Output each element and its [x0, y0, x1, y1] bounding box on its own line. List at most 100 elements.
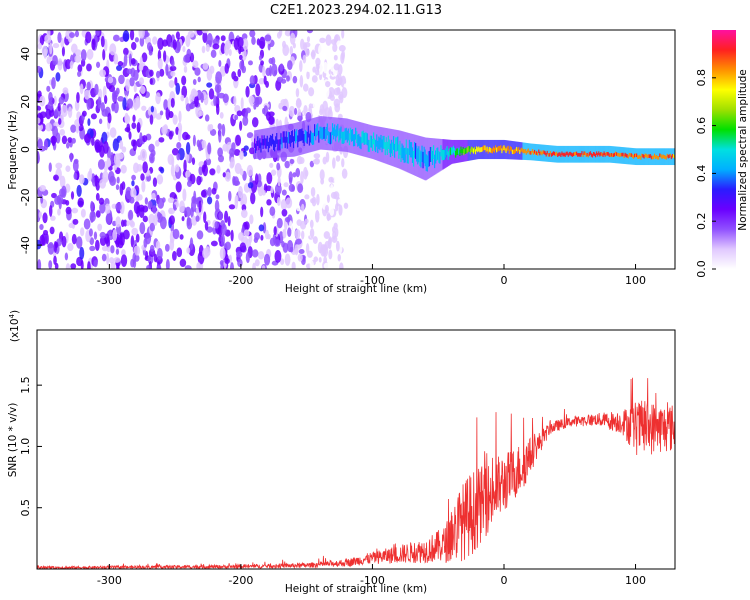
heatmap-cell	[548, 153, 551, 157]
heatmap-cell	[656, 154, 658, 159]
heatmap-cell	[475, 149, 477, 155]
heatmap-cell	[515, 148, 517, 153]
heatmap-cell	[274, 183, 282, 195]
heatmap-cell	[477, 147, 479, 153]
heatmap-cell	[219, 111, 224, 119]
heatmap-cell	[609, 153, 612, 157]
heatmap-cell	[312, 132, 315, 145]
heatmap-cell	[285, 131, 287, 143]
heatmap-cell	[246, 132, 254, 139]
heatmap-cell	[334, 227, 339, 238]
heatmap-cell	[57, 102, 61, 112]
heatmap-cell	[237, 258, 243, 268]
heatmap-cell	[274, 249, 282, 263]
heatmap-cell	[218, 211, 224, 221]
heatmap-cell	[146, 264, 151, 269]
heatmap-cell	[341, 131, 343, 144]
heatmap-cell	[149, 222, 155, 232]
heatmap-cell	[673, 155, 675, 159]
heatmap-cell	[249, 147, 255, 155]
heatmap-cell	[335, 129, 337, 142]
heatmap-cell	[62, 87, 69, 95]
heatmap-cell	[318, 62, 323, 75]
heatmap-cell	[102, 49, 106, 61]
heatmap-cell	[115, 202, 122, 211]
heatmap-cell	[156, 247, 163, 260]
heatmap-cell	[206, 196, 213, 205]
heatmap-cell	[222, 143, 229, 152]
heatmap-cell	[221, 223, 227, 236]
heatmap-cell	[531, 149, 534, 153]
x-tick-label: -200	[228, 274, 253, 287]
heatmap-cell	[270, 169, 277, 176]
heatmap-cell	[136, 163, 143, 172]
heatmap-cell	[327, 131, 330, 144]
heatmap-cell	[432, 145, 435, 160]
heatmap-cell	[230, 229, 234, 242]
heatmap-cell	[260, 234, 264, 241]
heatmap-cell	[242, 38, 249, 51]
heatmap-cell	[67, 137, 73, 143]
heatmap-cell	[316, 124, 318, 137]
heatmap-cell	[245, 85, 250, 98]
heatmap-cell	[547, 153, 550, 157]
heatmap-cell	[224, 63, 229, 74]
heatmap-cell	[466, 147, 468, 154]
heatmap-cell	[237, 46, 245, 53]
heatmap-cell	[294, 107, 298, 116]
heatmap-cell	[338, 45, 346, 52]
snr-frame	[36, 329, 676, 570]
heatmap-cell	[302, 255, 306, 262]
heatmap-cell	[604, 153, 606, 157]
heatmap-cell	[638, 155, 640, 160]
heatmap-cell	[518, 147, 520, 152]
heatmap-cell	[297, 183, 304, 194]
heatmap-cell	[234, 196, 239, 210]
heatmap-cell	[328, 176, 334, 183]
heatmap-cell	[216, 103, 220, 116]
heatmap-cell	[309, 219, 314, 229]
heatmap-cell	[121, 146, 127, 153]
heatmap-cell	[560, 153, 562, 158]
heatmap-cell	[89, 210, 96, 222]
heatmap-cell	[447, 151, 450, 160]
heatmap-cell	[61, 46, 65, 57]
colorbar-gradient	[712, 30, 736, 269]
heatmap-cell	[287, 60, 293, 71]
heatmap-cell	[480, 147, 482, 153]
heatmap-cell	[270, 135, 273, 147]
heatmap-cell	[301, 128, 303, 141]
heatmap-cell	[75, 236, 83, 249]
heatmap-cell	[95, 30, 100, 37]
heatmap-cell	[258, 78, 265, 85]
heatmap-cell	[278, 139, 280, 151]
heatmap-cell	[284, 136, 286, 149]
heatmap-cell	[230, 156, 235, 168]
heatmap-cell	[233, 180, 241, 186]
heatmap-cell	[338, 204, 343, 216]
snr-x-ticks: -300 -200 -100 0 100	[97, 564, 646, 587]
heatmap-cell	[646, 154, 648, 159]
heatmap-cell	[471, 147, 474, 153]
heatmap-cell	[442, 150, 444, 161]
heatmap-cell	[627, 154, 629, 159]
heatmap-cell	[57, 208, 61, 216]
heatmap-cell	[191, 157, 196, 166]
heatmap-cell	[644, 153, 646, 158]
heatmap-cell	[318, 257, 322, 263]
heatmap-cell	[113, 101, 119, 114]
heatmap-cell	[665, 156, 667, 160]
heatmap-cell	[297, 135, 299, 148]
heatmap-cell	[476, 146, 478, 152]
heatmap-cell	[135, 233, 140, 243]
heatmap-cell	[203, 94, 209, 106]
heatmap-cell	[302, 130, 304, 143]
heatmap-cell	[660, 154, 662, 158]
heatmap-cell	[443, 149, 445, 160]
heatmap-cell	[279, 139, 281, 151]
heatmap-cell	[348, 133, 351, 146]
heatmap-cell	[159, 110, 164, 116]
heatmap-cell	[200, 92, 204, 104]
heatmap-cell	[265, 185, 272, 192]
heatmap-cell	[239, 120, 243, 131]
